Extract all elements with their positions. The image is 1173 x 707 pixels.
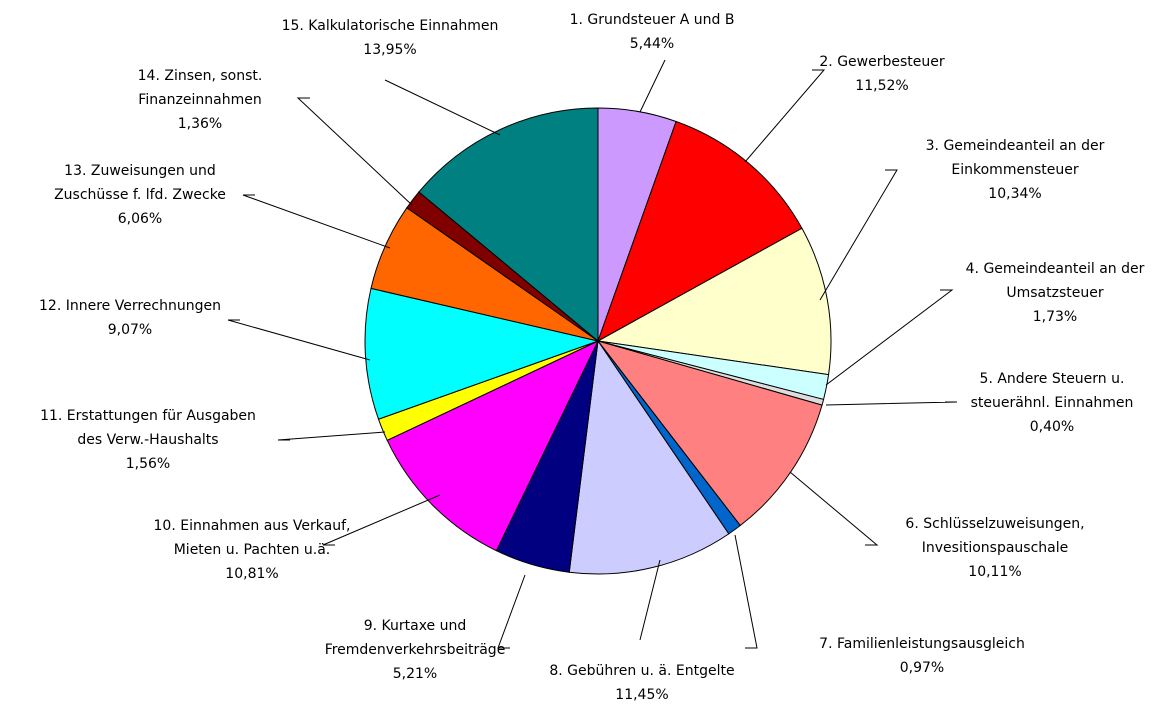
leader-line: [242, 194, 391, 249]
slice-label: 5. Andere Steuern u. steuerähnl. Einnahm…: [971, 367, 1134, 439]
category-label: 5. Andere Steuern u. steuerähnl. Einnahm…: [970, 371, 1134, 411]
slice-label: 15. Kalkulatorische Einnahmen 13,95%: [282, 14, 499, 62]
slice-label: 2. Gewerbesteuer 11,52%: [819, 50, 944, 98]
category-label: 10. Einnahmen aus Verkauf, Mieten u. Pac…: [153, 518, 351, 558]
slice-label: 8. Gebühren u. ä. Entgelte 11,45%: [549, 659, 734, 707]
slice-label: 3. Gemeindeanteil an der Einkommensteuer…: [926, 134, 1105, 206]
pie-slice: [568, 339, 730, 575]
pie-slice: [418, 107, 599, 343]
pie-slice: [386, 339, 600, 552]
value-label: 0,40%: [1029, 419, 1075, 435]
value-label: 1,73%: [1032, 309, 1078, 325]
value-label: 10,11%: [968, 564, 1022, 580]
slice-label: 14. Zinsen, sonst. Finanzeinnahmen 1,36%: [138, 64, 263, 136]
value-label: 5,21%: [392, 666, 438, 682]
category-label: 15. Kalkulatorische Einnahmen: [281, 18, 499, 34]
leader-line: [639, 59, 666, 113]
slice-label: 10. Einnahmen aus Verkauf, Mieten u. Pac…: [154, 514, 351, 586]
leader-line: [322, 494, 441, 546]
leader-line: [296, 97, 413, 206]
category-label: 12. Innere Verrechnungen: [39, 298, 221, 314]
leader-line: [227, 319, 371, 361]
slice-label: 4. Gemeindeanteil an der Umsatzsteuer 1,7…: [966, 257, 1145, 329]
slice-label: 9. Kurtaxe und Fremdenverkehrsbeiträge 5,…: [325, 614, 506, 686]
leader-line: [825, 401, 958, 406]
value-label: 11,45%: [615, 687, 669, 703]
category-label: 8. Gebühren u. ä. Entgelte: [549, 663, 735, 679]
leader-line: [789, 471, 879, 546]
pie-slice: [596, 340, 823, 527]
leader-line: [277, 431, 386, 441]
value-label: 11,52%: [855, 78, 909, 94]
slice-label: 11. Erstattungen für Ausgaben des Verw.-…: [40, 404, 256, 476]
value-label: 13,95%: [363, 42, 417, 58]
pie-slice: [596, 227, 832, 376]
pie-slice: [364, 287, 600, 420]
value-label: 5,44%: [629, 36, 675, 52]
slice-label: 6. Schlüsselzuweisungen, Invesitionspaus…: [905, 512, 1084, 584]
leader-line: [639, 559, 661, 641]
value-label: 1,36%: [177, 116, 223, 132]
leader-line: [734, 534, 758, 649]
category-label: 7. Familienleistungsausgleich: [819, 636, 1025, 652]
value-label: 6,06%: [117, 211, 163, 227]
category-label: 2. Gewerbesteuer: [819, 54, 945, 70]
slice-label: 7. Familienleistungsausgleich 0,97%: [819, 632, 1025, 680]
value-label: 10,81%: [225, 566, 279, 582]
category-label: 14. Zinsen, sonst. Finanzeinnahmen: [137, 68, 263, 108]
category-label: 3. Gemeindeanteil an der Einkommensteuer: [925, 138, 1105, 178]
value-label: 10,34%: [988, 186, 1042, 202]
leader-line: [819, 169, 898, 301]
category-label: 9. Kurtaxe und Fremdenverkehrsbeiträge: [324, 618, 506, 658]
category-label: 1. Grundsteuer A und B: [569, 12, 735, 28]
leader-line: [497, 574, 526, 649]
leader-line: [825, 289, 954, 386]
leader-line: [744, 69, 826, 163]
category-label: 6. Schlüsselzuweisungen, Invesitionspaus…: [905, 516, 1085, 556]
category-label: 4. Gemeindeanteil an der Umsatzsteuer: [965, 261, 1145, 301]
leader-line: [384, 79, 501, 136]
category-label: 11. Erstattungen für Ausgaben des Verw.-…: [40, 408, 256, 448]
slice-label: 1. Grundsteuer A und B 5,44%: [570, 8, 735, 56]
slice-label: 13. Zuweisungen und Zuschüsse f. lfd. Zw…: [54, 159, 226, 231]
value-label: 9,07%: [107, 322, 153, 338]
value-label: 0,97%: [899, 660, 945, 676]
category-label: 13. Zuweisungen und Zuschüsse f. lfd. Zw…: [54, 163, 226, 203]
slice-label: 12. Innere Verrechnungen 9,07%: [39, 294, 221, 342]
pie-slice: [597, 120, 803, 343]
value-label: 1,56%: [125, 456, 171, 472]
